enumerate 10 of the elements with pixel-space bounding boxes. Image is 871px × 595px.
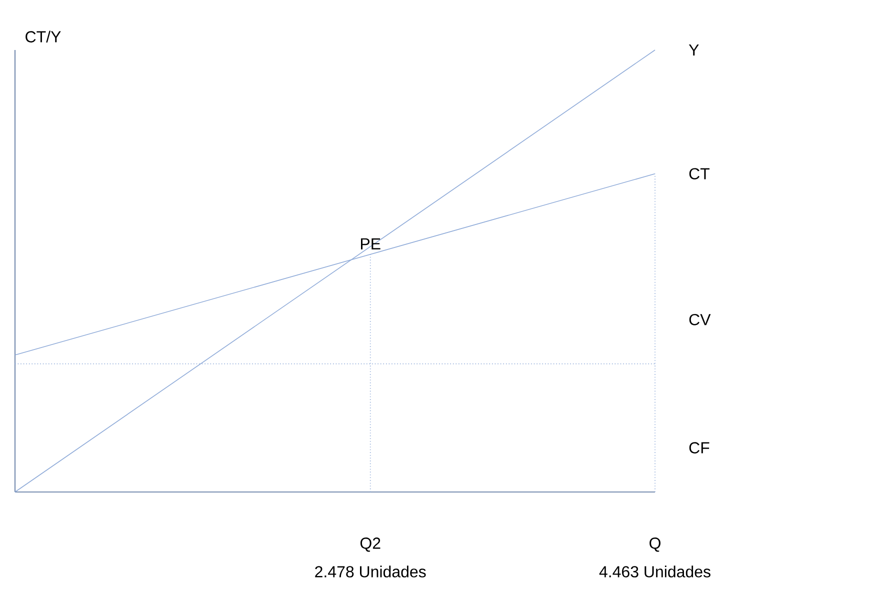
text: CT <box>689 168 710 180</box>
text: Q <box>650 538 660 552</box>
x-tick-label: 4.463 Unidades <box>599 566 710 578</box>
y-axis-title: CT/Y <box>26 30 61 42</box>
text: Q2 <box>360 538 380 552</box>
text: CV <box>689 314 711 326</box>
x-tick-label: 2.478 Unidades <box>315 566 426 578</box>
text: CF <box>689 442 710 454</box>
annotation: PE <box>360 238 380 250</box>
text: Y <box>688 44 699 56</box>
